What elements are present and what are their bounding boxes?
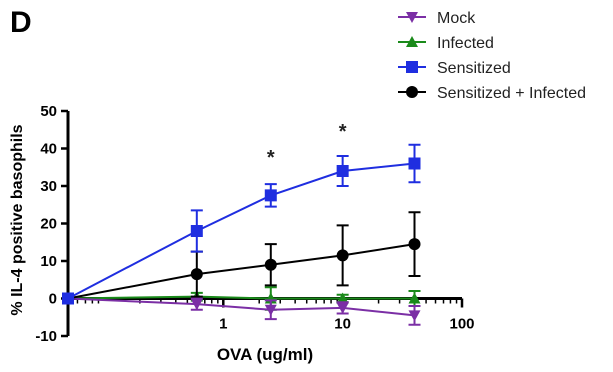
y-tick-label: 30 — [40, 178, 57, 195]
data-point — [408, 238, 421, 251]
series-line — [67, 297, 415, 317]
legend-item: Mock — [398, 10, 476, 27]
y-tick-label: -10 — [35, 328, 57, 345]
data-point — [190, 225, 203, 237]
x-tick-label: 1 — [219, 316, 227, 333]
panel-label: D — [10, 6, 32, 39]
legend-label: Infected — [437, 35, 494, 52]
x-axis-label: OVA (ug/ml) — [217, 345, 313, 364]
data-point — [190, 299, 203, 311]
legend-label: Mock — [437, 10, 476, 27]
legend-marker — [406, 12, 418, 23]
legend-label: Sensitized + Infected — [437, 85, 586, 102]
data-point — [336, 249, 349, 262]
series-line — [67, 295, 415, 300]
data-point — [408, 310, 421, 322]
legend-marker — [406, 61, 418, 73]
chart-annotations: ** — [267, 121, 347, 169]
y-tick-label: 20 — [40, 216, 57, 233]
legend-marker — [406, 36, 418, 47]
legend-marker — [406, 86, 418, 98]
significance-star: * — [267, 147, 275, 169]
data-point — [408, 157, 421, 170]
data-point — [62, 292, 74, 305]
data-point — [408, 292, 421, 304]
series-sensitized — [62, 143, 421, 305]
chart-series — [62, 143, 421, 326]
y-axis-label: % IL-4 positive basophils — [9, 124, 26, 315]
data-point — [190, 268, 203, 281]
series-sensitized-infected — [62, 211, 421, 305]
significance-star: * — [339, 121, 347, 143]
data-point — [336, 302, 349, 314]
data-point — [264, 189, 277, 202]
data-point — [336, 165, 349, 177]
data-point — [264, 304, 277, 316]
y-tick-label: 0 — [49, 291, 57, 308]
y-tick-label: 40 — [40, 141, 57, 158]
legend-item: Infected — [398, 35, 494, 52]
legend-label: Sensitized — [437, 60, 511, 77]
series-infected — [62, 286, 421, 311]
x-tick-label: 10 — [334, 316, 351, 333]
x-tick-label: 100 — [449, 316, 474, 333]
data-point — [336, 292, 349, 304]
y-tick-label: 10 — [40, 253, 57, 270]
series-line — [67, 162, 415, 300]
legend-item: Sensitized + Infected — [398, 85, 586, 102]
data-point — [264, 258, 277, 271]
legend-item: Sensitized — [398, 60, 511, 77]
y-tick-label: 50 — [40, 103, 57, 120]
chart-legend: Mock Infected Sensitized Sensitized + Infec… — [398, 10, 586, 102]
